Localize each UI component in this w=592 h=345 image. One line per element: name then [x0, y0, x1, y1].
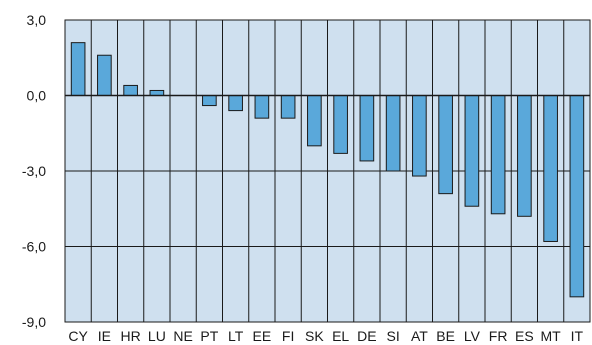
bar-el: [333, 95, 348, 154]
x-tick-label-ee: EE: [253, 328, 272, 344]
x-tick-label-ne: NE: [173, 328, 192, 344]
bar-pt: [202, 95, 217, 107]
bar-fi: [280, 95, 296, 119]
x-tick-label-cy: CY: [68, 328, 88, 344]
y-tick-label: 3,0: [27, 12, 47, 28]
bar-si: [385, 95, 401, 172]
x-tick-label-lu: LU: [148, 328, 166, 344]
plot-frame: [64, 19, 591, 323]
bar-fr: [490, 95, 506, 215]
x-tick-label-fi: FI: [282, 328, 294, 344]
x-tick-label-at: AT: [411, 328, 428, 344]
bar-ie: [97, 54, 112, 96]
y-tick-label: 0,0: [27, 88, 47, 104]
bar-be: [438, 95, 453, 195]
y-tick-label: -3,0: [22, 163, 46, 179]
bar-lv: [464, 95, 480, 207]
bar-cy: [70, 42, 86, 96]
bar-mt: [543, 95, 558, 242]
x-tick-label-mt: MT: [541, 328, 562, 344]
x-tick-label-be: BE: [436, 328, 455, 344]
x-tick-label-es: ES: [515, 328, 534, 344]
x-tick-label-lt: LT: [228, 328, 244, 344]
y-axis-tick-labels: 3,0 0,0 -3,0 -6,0 -9,0: [22, 12, 46, 330]
x-tick-label-fr: FR: [489, 328, 508, 344]
x-tick-label-sk: SK: [305, 328, 324, 344]
y-tick-label: -9,0: [22, 314, 46, 330]
bar-es: [517, 95, 532, 217]
bar-hr: [123, 84, 138, 97]
bar-de: [359, 95, 375, 162]
x-tick-label-de: DE: [357, 328, 376, 344]
x-tick-label-si: SI: [387, 328, 400, 344]
bar-at: [412, 95, 427, 177]
x-tick-label-it: IT: [571, 328, 584, 344]
x-axis-tick-labels: CY IE HR LU NE PT LT EE FI SK EL DE SI AT BE LV FR ES MT IT: [68, 328, 583, 344]
x-tick-label-ie: IE: [98, 328, 111, 344]
y-tick-label: -6,0: [22, 239, 46, 255]
bar-it: [569, 95, 585, 298]
x-tick-label-el: EL: [332, 328, 349, 344]
bar-ee: [254, 95, 270, 119]
x-tick-label-pt: PT: [200, 328, 218, 344]
bar-sk: [307, 95, 322, 147]
x-tick-label-hr: HR: [121, 328, 141, 344]
x-tick-label-lv: LV: [464, 328, 481, 344]
bar-lt: [228, 95, 243, 112]
